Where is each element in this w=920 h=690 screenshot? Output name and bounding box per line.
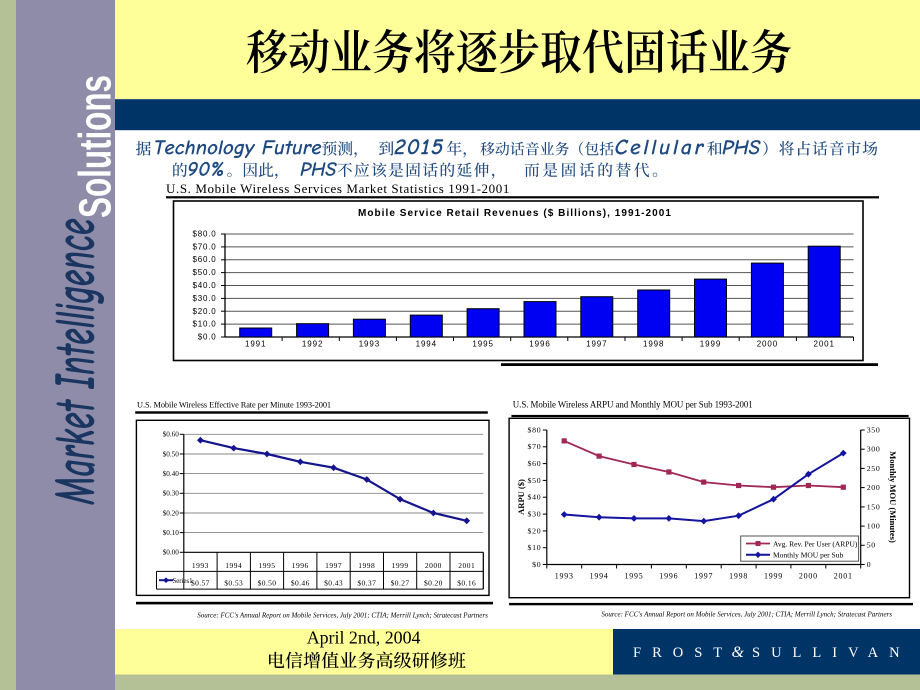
svg-text:U.S. Mobile Wireless Services: U.S. Mobile Wireless Services Market Sta… [166, 181, 510, 196]
svg-text:1993: 1993 [359, 340, 380, 349]
svg-text:1997: 1997 [586, 340, 607, 349]
svg-text:$0.20: $0.20 [163, 509, 180, 517]
svg-text:FROST: FROST [633, 645, 733, 661]
svg-text:$30: $30 [528, 510, 542, 519]
svg-text:50: 50 [867, 541, 876, 550]
svg-text:$60: $60 [528, 459, 542, 468]
svg-text:2000: 2000 [799, 572, 818, 581]
svg-text:$50: $50 [528, 476, 542, 485]
svg-text:U.S. Mobile Wireless Effective: U.S. Mobile Wireless Effective Rate per … [137, 401, 331, 410]
svg-text:$0.27: $0.27 [391, 579, 410, 588]
svg-text:1997: 1997 [694, 572, 713, 581]
svg-text:1996: 1996 [529, 340, 550, 349]
svg-text:$0.10: $0.10 [163, 529, 180, 537]
svg-text:$0.20: $0.20 [424, 579, 443, 588]
svg-text:1994: 1994 [416, 340, 437, 349]
svg-text:$30.0: $30.0 [192, 294, 216, 303]
svg-text:1996: 1996 [659, 572, 678, 581]
svg-text:$40.0: $40.0 [192, 281, 216, 290]
svg-text:SULLIVAN: SULLIVAN [752, 645, 911, 661]
svg-text:2001: 2001 [458, 561, 475, 570]
svg-text:1994: 1994 [590, 572, 609, 581]
svg-text:1995: 1995 [625, 572, 644, 581]
svg-text:$10.0: $10.0 [192, 320, 216, 329]
svg-text:&: & [732, 644, 745, 661]
svg-text:$0.57: $0.57 [191, 579, 210, 588]
svg-text:1999: 1999 [392, 561, 409, 570]
svg-text:350: 350 [867, 425, 881, 434]
svg-text:1995: 1995 [259, 561, 276, 570]
svg-text:300: 300 [867, 445, 881, 454]
svg-text:Source: FCC's Annual Report on: Source: FCC's Annual Report on Mobile Se… [601, 611, 892, 619]
svg-text:2001: 2001 [834, 572, 853, 581]
svg-text:1993: 1993 [555, 572, 574, 581]
svg-text:$0.37: $0.37 [357, 579, 376, 588]
svg-text:250: 250 [867, 464, 881, 473]
svg-text:$60.0: $60.0 [192, 255, 216, 264]
svg-text:1998: 1998 [358, 561, 375, 570]
svg-text:Series1: Series1 [173, 578, 193, 585]
svg-text:$0: $0 [532, 560, 541, 569]
svg-text:2000: 2000 [425, 561, 442, 570]
svg-text:$0.60: $0.60 [163, 431, 180, 439]
svg-text:1994: 1994 [225, 561, 242, 570]
svg-text:$0.50: $0.50 [163, 450, 180, 458]
svg-text:$70: $70 [528, 442, 542, 451]
svg-text:$0.40: $0.40 [163, 470, 180, 478]
svg-text:150: 150 [867, 502, 881, 511]
svg-text:1993: 1993 [192, 561, 209, 570]
svg-text:$0.00: $0.00 [163, 549, 180, 557]
svg-text:$0.50: $0.50 [258, 579, 277, 588]
svg-text:$10: $10 [528, 543, 542, 552]
svg-text:2000: 2000 [757, 340, 778, 349]
svg-text:Solutions: Solutions [70, 75, 121, 218]
svg-text:$70.0: $70.0 [192, 242, 216, 251]
svg-text:1998: 1998 [643, 340, 664, 349]
svg-text:$0.16: $0.16 [457, 579, 476, 588]
svg-text:$50.0: $50.0 [192, 268, 216, 277]
svg-text:Source: FCC's Annual Report on: Source: FCC's Annual Report on Mobile Se… [197, 612, 488, 620]
svg-text:$80: $80 [528, 425, 542, 434]
svg-text:ARPU ($): ARPU ($) [516, 479, 526, 515]
svg-text:200: 200 [867, 483, 881, 492]
svg-text:1995: 1995 [472, 340, 493, 349]
svg-text:April 2nd, 2004: April 2nd, 2004 [307, 628, 421, 648]
svg-text:$0.43: $0.43 [324, 579, 343, 588]
svg-text:0: 0 [867, 560, 872, 569]
svg-text:Avg. Rev. Per User (ARPU): Avg. Rev. Per User (ARPU) [773, 539, 858, 548]
svg-text:$0.0: $0.0 [198, 333, 217, 342]
svg-text:$0.53: $0.53 [224, 579, 243, 588]
svg-text:Monthly MOU per Sub: Monthly MOU per Sub [773, 551, 843, 560]
svg-text:$20: $20 [528, 526, 542, 535]
svg-text:1998: 1998 [729, 572, 748, 581]
svg-text:100: 100 [867, 522, 881, 531]
svg-text:2001: 2001 [813, 340, 834, 349]
svg-text:U.S. Mobile Wireless ARPU and: U.S. Mobile Wireless ARPU and Monthly MO… [513, 400, 753, 410]
svg-text:1996: 1996 [292, 561, 309, 570]
svg-text:$80.0: $80.0 [192, 230, 216, 239]
svg-text:1991: 1991 [245, 340, 266, 349]
svg-text:$40: $40 [528, 493, 542, 502]
svg-text:1992: 1992 [302, 340, 323, 349]
svg-text:Mobile Service Retail Revenues: Mobile Service Retail Revenues ($ Billio… [358, 208, 672, 219]
svg-text:$0.46: $0.46 [291, 579, 310, 588]
svg-text:1999: 1999 [764, 572, 783, 581]
svg-text:1997: 1997 [325, 561, 342, 570]
svg-text:$0.30: $0.30 [163, 490, 180, 498]
svg-text:$20.0: $20.0 [192, 307, 216, 316]
svg-text:1999: 1999 [700, 340, 721, 349]
svg-text:Monthly MOU (Minutes): Monthly MOU (Minutes) [888, 451, 898, 543]
